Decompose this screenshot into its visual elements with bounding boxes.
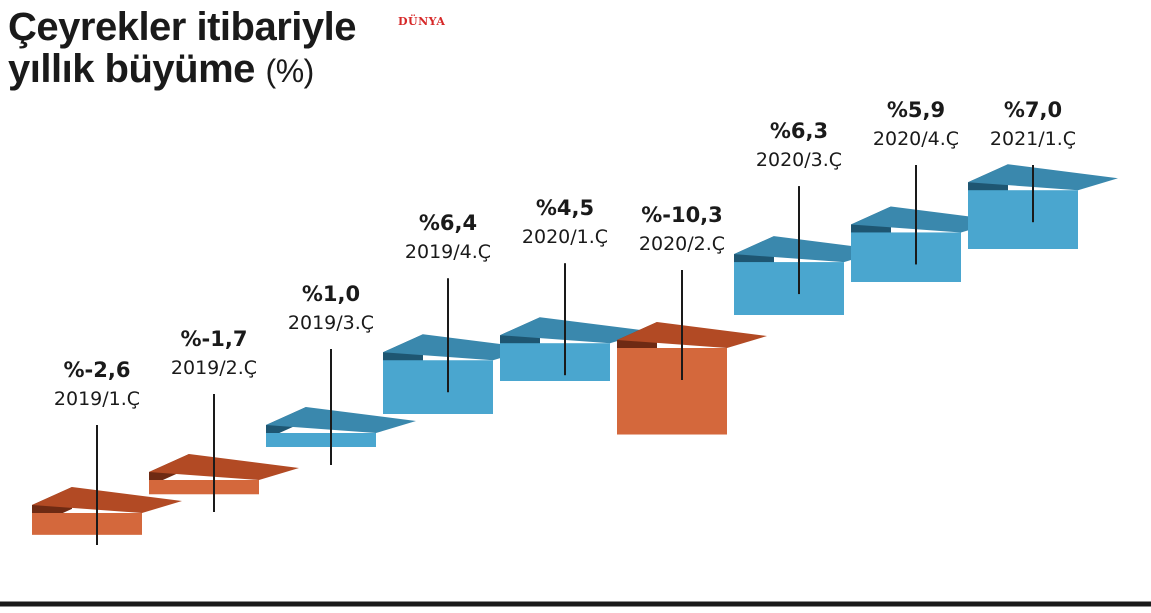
bar-4 [383,360,493,414]
bar-top-9 [968,164,1118,191]
value-label-1: %-2,6 [64,358,131,382]
category-label-7: 2020/3.Ç [756,149,842,171]
value-label-6: %-10,3 [641,203,723,227]
title-line-2: yıllık büyüme (%) [8,48,356,90]
category-label-6: 2020/2.Ç [639,233,725,255]
brand-logo: DÜNYA [398,15,446,28]
value-label-5: %4,5 [536,196,594,220]
value-label-4: %6,4 [419,211,477,235]
category-label-2: 2019/2.Ç [171,357,257,379]
bar-top-5 [500,317,650,344]
value-label-2: %-1,7 [181,327,248,351]
category-label-1: 2019/1.Ç [54,388,140,410]
bar-8 [851,232,961,282]
bar-top-1 [32,487,182,513]
chart-title: Çeyrekler itibariyle yıllık büyüme (%) [8,5,357,90]
title-unit: (%) [265,53,315,89]
bar-top-4 [383,334,533,361]
value-label-3: %1,0 [302,282,360,306]
category-label-3: 2019/3.Ç [288,312,374,334]
category-label-8: 2020/4.Ç [873,128,959,150]
value-label-8: %5,9 [887,98,945,122]
bar-2 [149,480,259,495]
title-line-2-text: yıllık büyüme [8,47,255,91]
bar-7 [734,262,844,315]
category-label-5: 2020/1.Ç [522,226,608,248]
bar-1 [32,513,142,535]
bar-top-3 [266,407,416,433]
bar-top-2 [149,454,299,480]
bar-3 [266,433,376,447]
category-label-4: 2019/4.Ç [405,241,491,263]
bar-9 [968,190,1078,249]
bar-6 [617,348,727,435]
bar-5 [500,343,610,381]
bar-top-8 [851,206,1001,233]
value-label-9: %7,0 [1004,98,1062,122]
title-line-1: Çeyrekler itibariyle [8,5,357,49]
category-label-9: 2021/1.Ç [990,128,1076,150]
bar-top-6 [617,322,767,348]
value-label-7: %6,3 [770,119,828,143]
bar-top-7 [734,236,884,263]
